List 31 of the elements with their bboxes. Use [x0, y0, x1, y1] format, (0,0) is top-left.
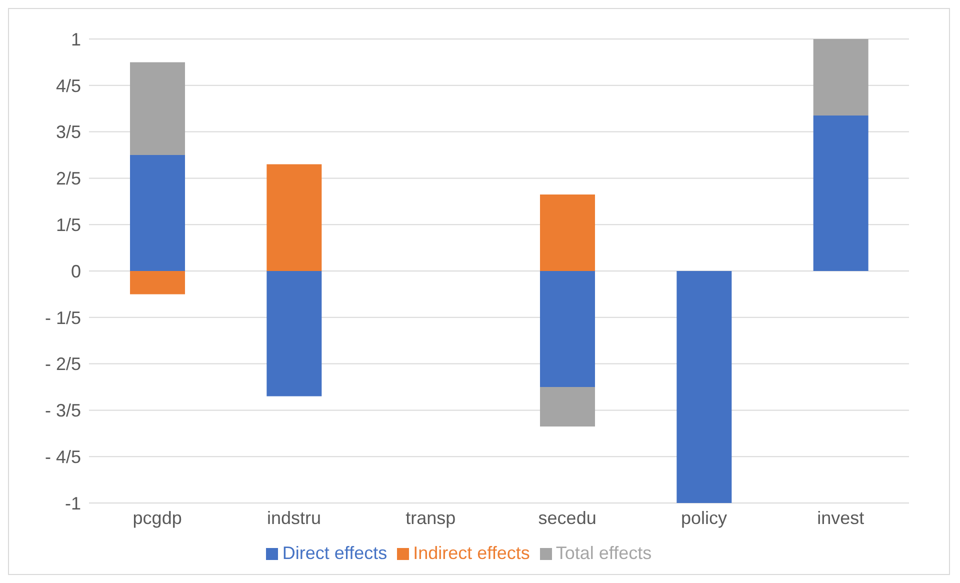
- y-tick-label: - 4/5: [44, 446, 81, 467]
- x-tick-label: invest: [817, 508, 864, 528]
- y-tick-label: 1: [70, 29, 81, 50]
- bar: [540, 271, 595, 387]
- bar: [540, 387, 595, 426]
- x-tick-label: pcgdp: [132, 508, 182, 528]
- x-tick-label: indstru: [266, 508, 322, 528]
- legend-label: Direct effects: [282, 543, 388, 563]
- y-tick-label: - 2/5: [44, 354, 81, 374]
- y-tick-label: - 1/5: [44, 308, 81, 328]
- bar: [266, 271, 322, 396]
- bar: [130, 155, 185, 271]
- x-tick-label: policy: [680, 508, 728, 528]
- legend-label: Indirect effects: [413, 543, 530, 563]
- bar: [130, 271, 185, 294]
- y-tick-label: 1/5: [56, 214, 81, 235]
- x-tick-label: secedu: [538, 508, 596, 528]
- y-tick-label: -1: [64, 493, 81, 514]
- bar: [540, 194, 595, 271]
- y-tick-label: 2/5: [56, 168, 81, 189]
- y-tick-label: 3/5: [56, 122, 81, 142]
- y-tick-label: 0: [70, 261, 81, 282]
- y-tick-label: - 3/5: [44, 400, 81, 421]
- y-tick-label: 4/5: [56, 76, 81, 96]
- bar: [130, 62, 185, 155]
- bar: [266, 164, 322, 271]
- bar: [676, 271, 732, 503]
- bar: [813, 116, 868, 271]
- legend-label: Total effects: [556, 543, 652, 563]
- bar: [813, 39, 868, 116]
- x-tick-label: transp: [406, 508, 456, 528]
